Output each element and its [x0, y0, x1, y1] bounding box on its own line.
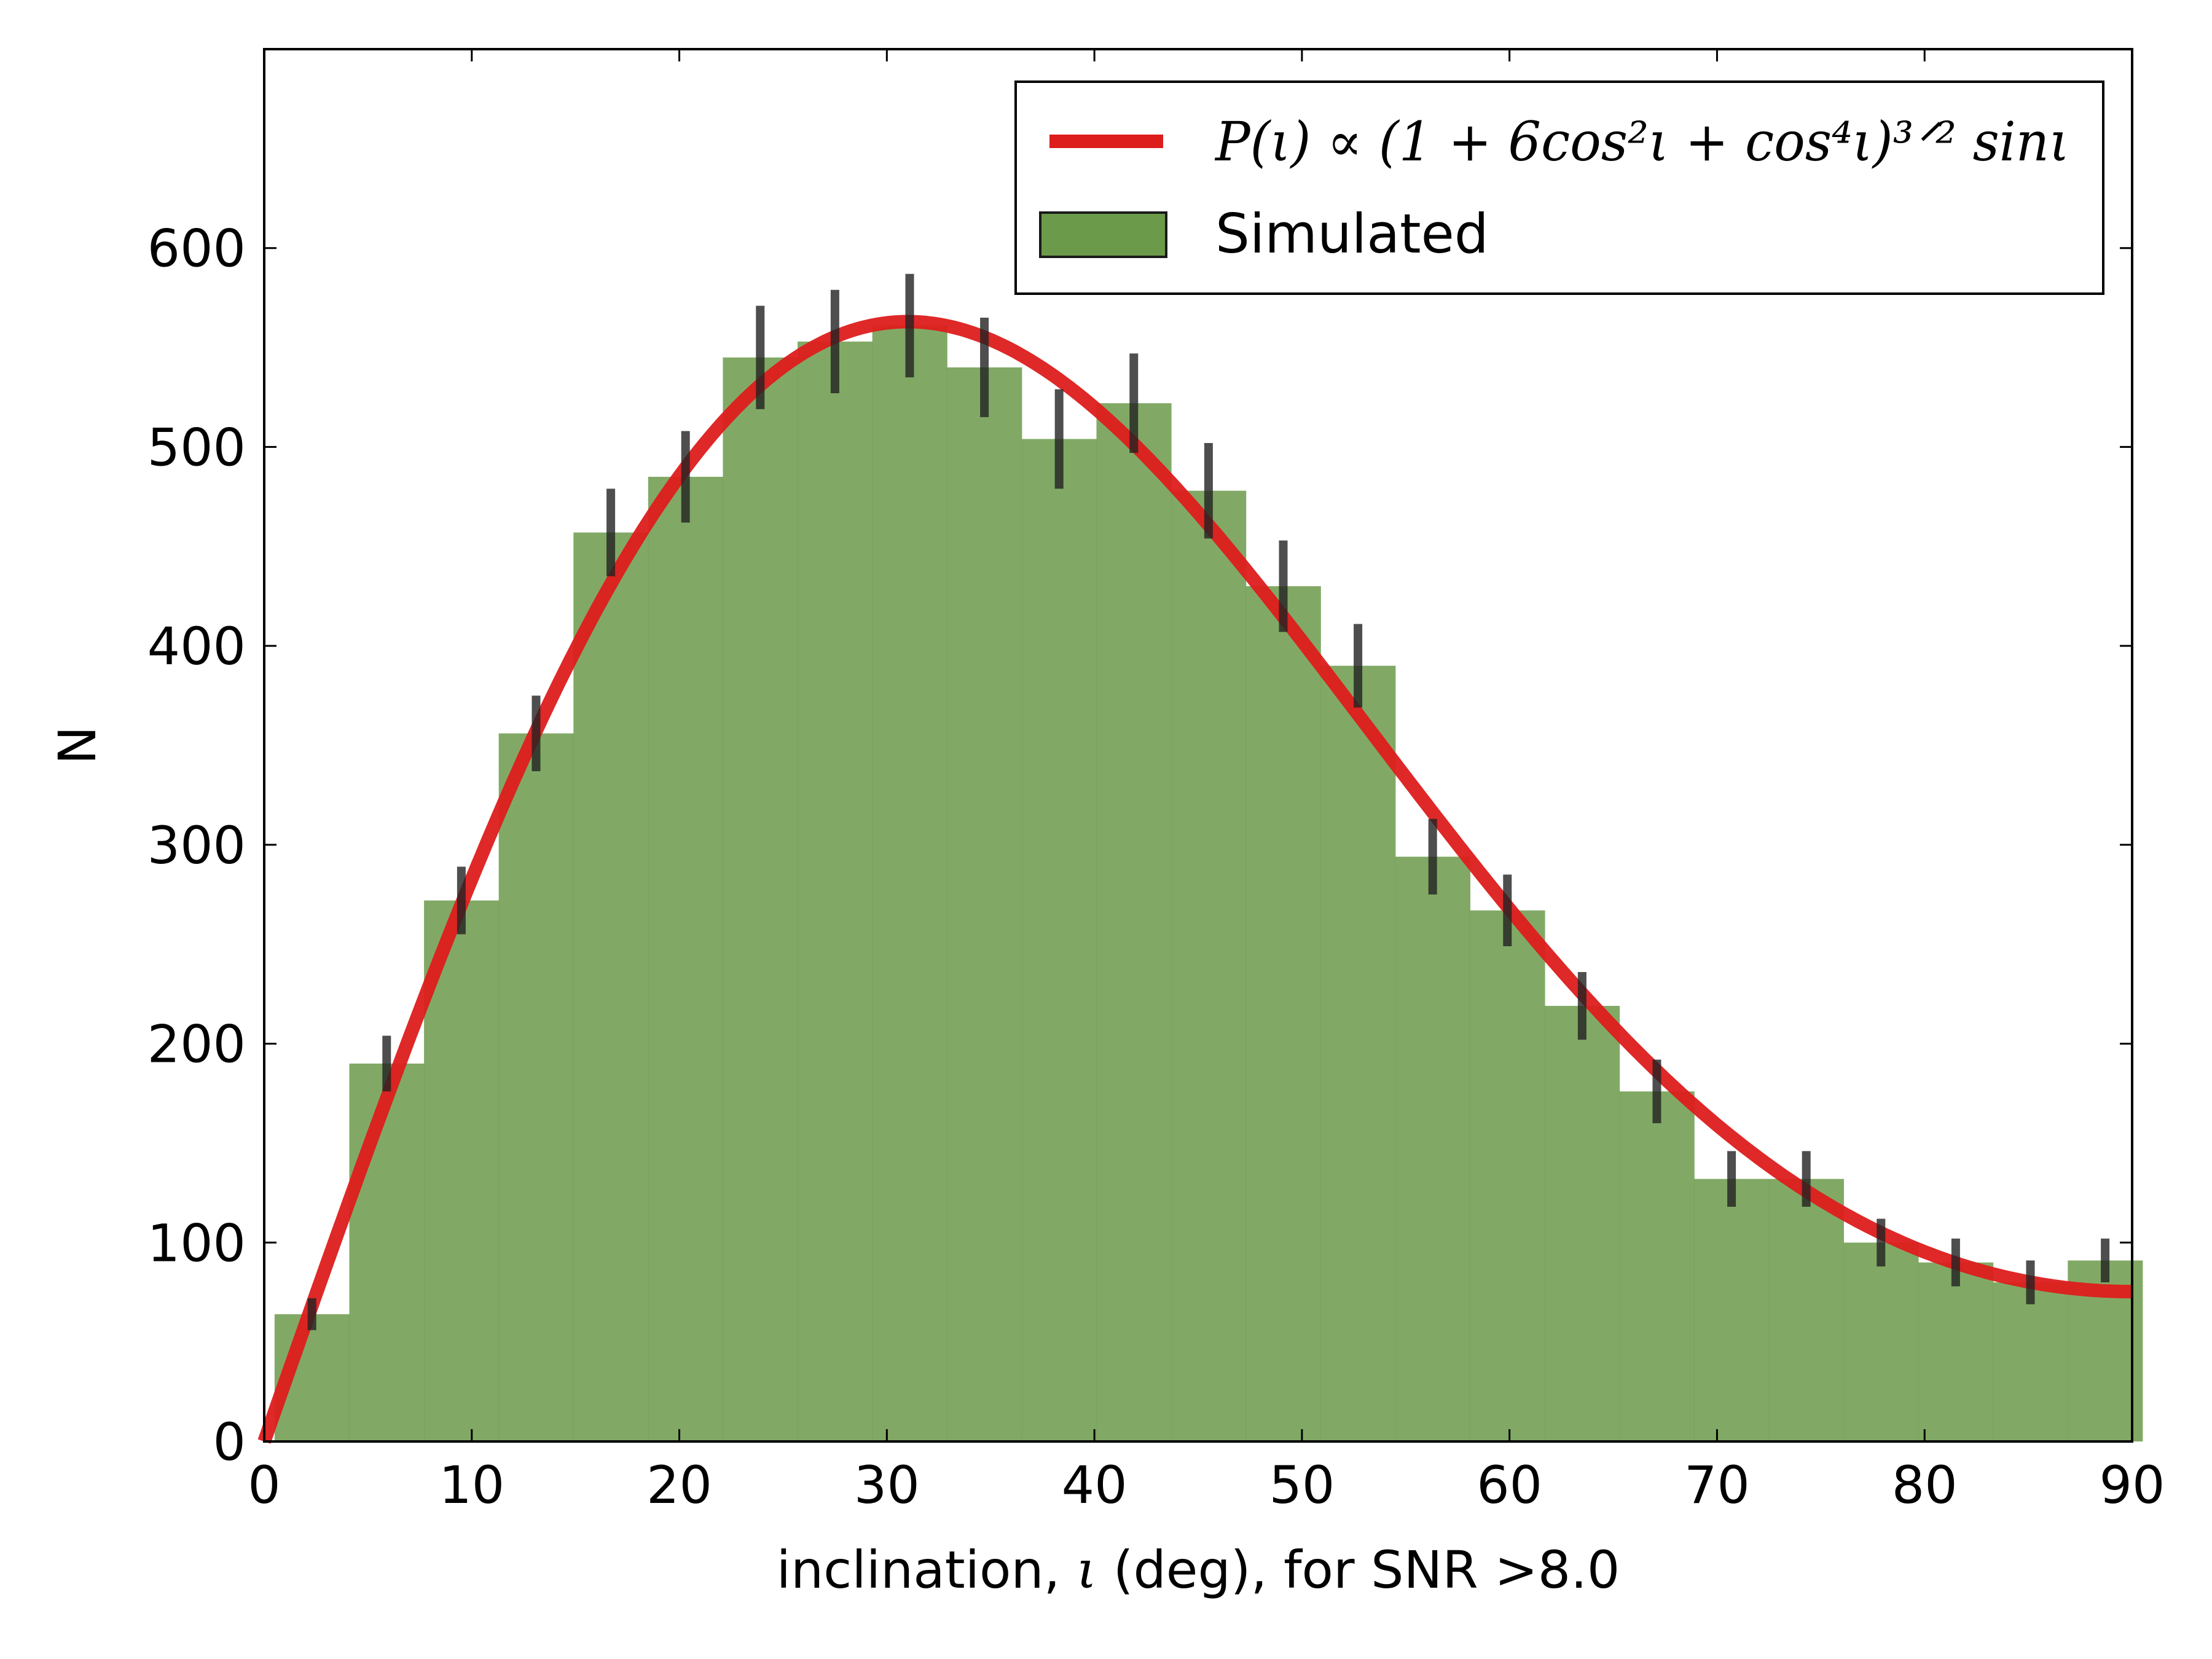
histogram-bar — [1096, 403, 1172, 1441]
x-tick-label: 50 — [1269, 1455, 1335, 1515]
y-tick-label: 200 — [147, 1014, 246, 1075]
errorbar-layer — [307, 273, 2110, 1330]
histogram-bar — [1470, 910, 1545, 1441]
x-tick-label: 20 — [646, 1455, 712, 1515]
histogram-bar — [1395, 857, 1470, 1441]
histogram-bar — [1320, 665, 1396, 1441]
curve-layer — [257, 315, 2134, 1444]
y-tick-label: 300 — [147, 815, 246, 876]
histogram-bar — [872, 325, 947, 1441]
x-tick-label: 30 — [854, 1455, 920, 1515]
histogram-layer — [274, 325, 2143, 1442]
x-tick-label: 90 — [2100, 1455, 2165, 1515]
y-tick-label: 100 — [147, 1213, 246, 1273]
legend: P(ι) ∝ (1 + 6cos²ι + cos⁴ι)³ᐟ² sinι Simu… — [1014, 80, 2104, 295]
histogram-bar — [1918, 1262, 1994, 1441]
histogram-bar — [573, 532, 649, 1441]
histogram-bar — [1619, 1091, 1695, 1441]
histogram-bar — [1171, 490, 1247, 1441]
histogram-bar — [1694, 1179, 1770, 1441]
y-tick-label: 0 — [213, 1412, 246, 1472]
model-curve — [257, 315, 2134, 1444]
histogram-bar — [723, 357, 798, 1442]
legend-histogram-swatch — [1039, 211, 1167, 258]
x-tick-label: 80 — [1892, 1455, 1958, 1515]
legend-histogram-label: Simulated — [1215, 202, 1489, 265]
x-tick-label: 40 — [1062, 1455, 1128, 1515]
histogram-bar — [349, 1063, 425, 1441]
tick-layer — [263, 49, 2133, 1443]
histogram-bar — [1545, 1006, 1620, 1441]
x-tick-label: 60 — [1477, 1455, 1542, 1515]
legend-box — [1014, 80, 2104, 295]
histogram-bar — [1245, 586, 1321, 1441]
histogram-bar — [798, 341, 873, 1441]
x-tick-label: 10 — [439, 1455, 504, 1515]
x-tick-label: 0 — [248, 1455, 280, 1515]
plot-frame — [263, 48, 2133, 1443]
histogram-bar — [424, 900, 500, 1441]
y-axis-label: N — [47, 726, 108, 765]
histogram-bar — [1843, 1242, 1919, 1441]
tick-label-layer: 0 10 20 30 40 50 60 70 80 90 0 100 200 300 400 500 600 — [147, 219, 2165, 1515]
histogram-bar — [498, 733, 574, 1441]
histogram-bar — [1993, 1282, 2068, 1441]
histogram-bar — [1768, 1179, 1844, 1441]
histogram-bar — [947, 367, 1022, 1441]
histogram-bar — [1021, 439, 1097, 1441]
y-tick-label: 600 — [147, 219, 246, 279]
x-tick-label: 70 — [1684, 1455, 1750, 1515]
x-axis-label: inclination, ι (deg), for SNR >8.0 — [777, 1540, 1620, 1600]
histogram-bar — [648, 476, 723, 1441]
legend-curve-label: P(ι) ∝ (1 + 6cos²ι + cos⁴ι)³ᐟ² sinι — [1214, 110, 2069, 173]
y-tick-label: 400 — [147, 616, 246, 677]
y-tick-label: 500 — [147, 417, 246, 477]
